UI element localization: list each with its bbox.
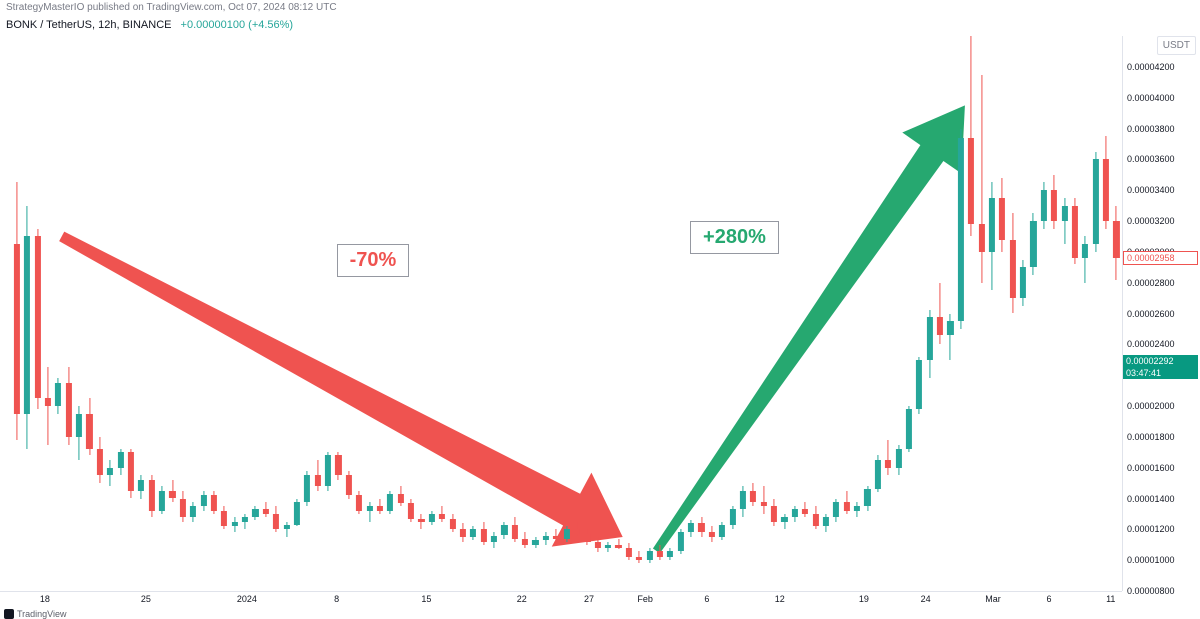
x-tick: 25 bbox=[141, 594, 151, 604]
y-tick: 0.00002800 bbox=[1127, 278, 1175, 288]
y-tick: 0.00003200 bbox=[1127, 216, 1175, 226]
y-axis: USDT 0.00004200 0.00004000 0.00003800 0.000… bbox=[1122, 36, 1200, 591]
y-tick: 0.00003600 bbox=[1127, 154, 1175, 164]
y-tick: 0.00001200 bbox=[1127, 524, 1175, 534]
x-tick: 11 bbox=[1106, 594, 1115, 604]
x-tick: Feb bbox=[637, 594, 653, 604]
annotation-down-label: -70% bbox=[337, 244, 410, 277]
y-tick: 0.00002400 bbox=[1127, 339, 1175, 349]
x-tick: 15 bbox=[421, 594, 431, 604]
symbol-change-value: +0.00000100 bbox=[181, 19, 246, 31]
y-tick: 0.00003800 bbox=[1127, 124, 1175, 134]
countdown: 03:47:41 bbox=[1123, 367, 1198, 379]
y-tick: 0.00001800 bbox=[1127, 432, 1175, 442]
y-tick: 0.00003400 bbox=[1127, 185, 1175, 195]
publish-byline: StrategyMasterIO published on TradingVie… bbox=[0, 0, 1200, 15]
symbol-pair: BONK / TetherUS, 12h, BINANCE bbox=[6, 19, 171, 31]
price-marker-last: 0.00002958 bbox=[1123, 251, 1198, 265]
annotation-up-label: +280% bbox=[690, 221, 779, 254]
x-tick: 8 bbox=[334, 594, 339, 604]
y-tick: 0.00001400 bbox=[1127, 494, 1175, 504]
x-tick: 19 bbox=[859, 594, 869, 604]
y-tick: 0.00001000 bbox=[1127, 555, 1175, 565]
y-tick: 0.00000800 bbox=[1127, 586, 1175, 596]
currency-label: USDT bbox=[1157, 36, 1196, 55]
x-tick: 24 bbox=[921, 594, 931, 604]
x-tick: 27 bbox=[584, 594, 594, 604]
x-tick: 22 bbox=[517, 594, 527, 604]
symbol-bar: BONK / TetherUS, 12h, BINANCE +0.0000010… bbox=[0, 15, 1200, 35]
candle-layer bbox=[0, 36, 1122, 591]
x-tick: 2024 bbox=[237, 594, 257, 604]
tradingview-logo-icon bbox=[4, 609, 14, 619]
x-tick: 18 bbox=[40, 594, 50, 604]
x-tick: Mar bbox=[985, 594, 1001, 604]
x-tick: 6 bbox=[704, 594, 709, 604]
x-tick: 12 bbox=[775, 594, 785, 604]
symbol-change-pct: (+4.56%) bbox=[248, 19, 293, 31]
y-tick: 0.00002000 bbox=[1127, 401, 1175, 411]
footer-text: TradingView bbox=[17, 609, 67, 619]
x-axis: 18 25 2024 8 15 22 27 Feb 6 12 19 24 Mar 6 11 bbox=[0, 591, 1122, 605]
footer: TradingView bbox=[4, 609, 67, 619]
y-tick: 0.00004200 bbox=[1127, 62, 1175, 72]
y-tick: 0.00004000 bbox=[1127, 93, 1175, 103]
price-marker-main: 0.00002292 bbox=[1123, 355, 1198, 367]
y-tick: 0.00002600 bbox=[1127, 309, 1175, 319]
chart-area[interactable]: -70% +280% bbox=[0, 36, 1122, 591]
y-tick: 0.00001600 bbox=[1127, 463, 1175, 473]
x-tick: 6 bbox=[1047, 594, 1052, 604]
